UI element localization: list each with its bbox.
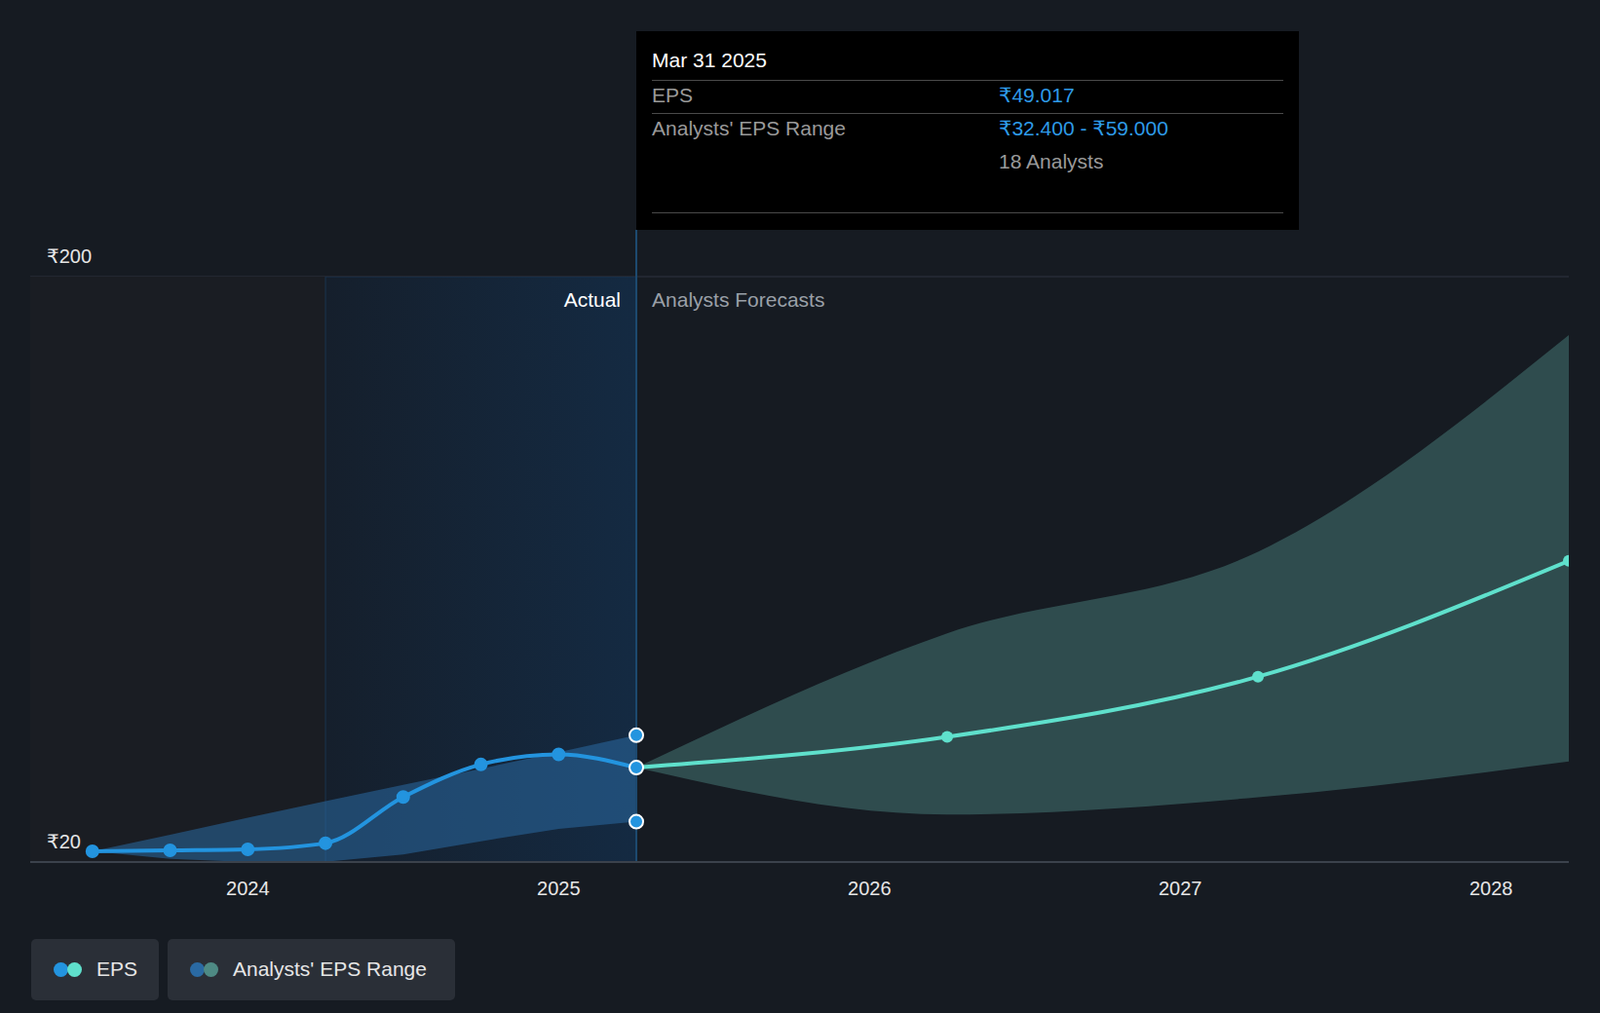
svg-text:2026: 2026 [847,877,892,900]
html-text:₹49.017: ₹49.017 [998,83,1075,107]
html-text:EPS: EPS [651,83,693,107]
html-text:EPS: EPS [96,957,138,981]
svg-text:2025: 2025 [536,877,581,900]
html-text:18 Analysts: 18 Analysts [998,150,1104,173]
svg-text:2027: 2027 [1158,877,1203,900]
html-text:Analysts Forecasts: Analysts Forecasts [651,288,825,311]
svg-text:2028: 2028 [1469,877,1514,900]
html-text:Mar 31 2025: Mar 31 2025 [651,48,767,72]
svg-text:₹20: ₹20 [46,831,81,853]
html-text:₹32.400 - ₹59.000: ₹32.400 - ₹59.000 [998,116,1169,140]
html-text:Actual: Actual [563,288,621,311]
svg-text:₹200: ₹200 [46,245,92,267]
html-text:Analysts' EPS Range: Analysts' EPS Range [232,957,427,981]
svg-text:2024: 2024 [226,877,270,900]
html-text:Analysts' EPS Range: Analysts' EPS Range [651,116,846,140]
